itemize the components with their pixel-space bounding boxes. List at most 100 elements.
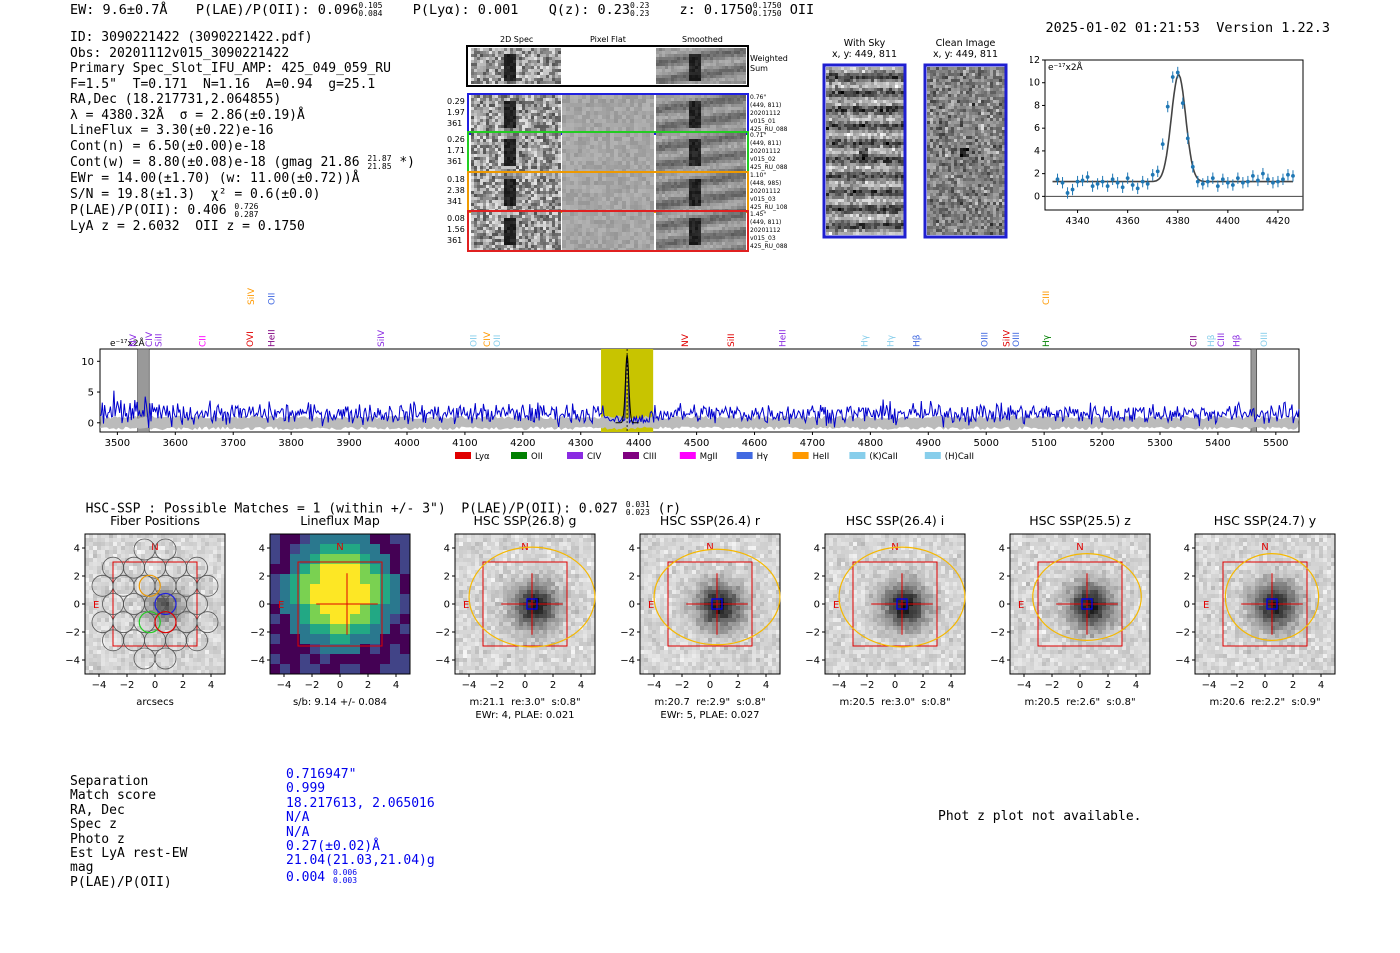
sky-pixel [895, 106, 898, 109]
sky-pixel [886, 118, 889, 121]
cutout-pixel [137, 574, 141, 578]
sky-pixel [838, 73, 841, 76]
sky-pixel [942, 97, 945, 100]
cutout-pixel [117, 598, 121, 602]
sky-pixel [984, 232, 987, 235]
sky-pixel [895, 109, 898, 112]
sky-pixel [868, 100, 871, 103]
flux-pixel [360, 664, 370, 674]
sky-pixel [847, 178, 850, 181]
sky-pixel [960, 67, 963, 70]
cutout-pixel [185, 546, 189, 550]
sky-pixel [850, 85, 853, 88]
cutout-pixel [587, 558, 591, 562]
sky-pixel [829, 151, 832, 154]
sky-pixel [850, 163, 853, 166]
cutout-pixel [133, 650, 137, 654]
cutout-pixel [185, 558, 189, 562]
cutout-pixel [169, 610, 173, 614]
flux-pixel [340, 554, 350, 564]
spec2d-row-left-value: 341 [447, 197, 463, 206]
cutout-pixel [93, 654, 97, 658]
cutout-pixel [161, 554, 165, 558]
sky-pixel [984, 214, 987, 217]
sky-pixel [942, 148, 945, 151]
sky-pixel [826, 70, 829, 73]
sky-pixel [993, 220, 996, 223]
cutout-pixel [137, 614, 141, 618]
cutout-pixel [217, 606, 221, 610]
cutout-pixel [121, 638, 125, 642]
sky-pixel [942, 205, 945, 208]
sky-pixel [996, 148, 999, 151]
sky-pixel [948, 193, 951, 196]
cutout-pixel [189, 550, 193, 554]
sky-pixel [960, 73, 963, 76]
sky-pixel [972, 148, 975, 151]
cutout-pixel [141, 546, 145, 550]
sky-pixel [871, 217, 874, 220]
sky-pixel [984, 94, 987, 97]
sky-pixel [838, 202, 841, 205]
sky-pixel [856, 82, 859, 85]
sky-pixel [841, 67, 844, 70]
cutout-pixel [113, 606, 117, 610]
line-mark-label: OIII [980, 332, 990, 347]
sky-pixel [948, 175, 951, 178]
sky-pixel [942, 217, 945, 220]
cutout-pixel [121, 670, 125, 674]
cutout-pixel [145, 538, 149, 542]
sky-pixel [969, 88, 972, 91]
sky-pixel [835, 88, 838, 91]
cutout-pixel [85, 622, 89, 626]
cutout-pixel [575, 554, 579, 558]
sky-pixel [841, 232, 844, 235]
sky-pixel [886, 136, 889, 139]
flux-pixel [310, 574, 320, 584]
sky-pixel [826, 184, 829, 187]
sky-pixel [942, 160, 945, 163]
sky-pixel [978, 199, 981, 202]
cutout-pixel [547, 534, 551, 538]
flux-pixel [310, 664, 320, 674]
sky-pixel [829, 115, 832, 118]
sky-pixel [868, 139, 871, 142]
cutout-pixel [201, 542, 205, 546]
cutout-title: Lineflux Map [300, 513, 380, 528]
sky-pixel [972, 76, 975, 79]
sky-pixel [886, 163, 889, 166]
sky-pixel [901, 70, 904, 73]
sky-pixel [868, 229, 871, 232]
flux-pixel [340, 604, 350, 614]
cutout-pixel [149, 602, 153, 606]
sky-pixel [927, 199, 930, 202]
sky-pixel [990, 193, 993, 196]
sky-pixel [871, 160, 874, 163]
sky-pixel [987, 166, 990, 169]
sky-pixel [862, 199, 865, 202]
cutout-pixel [161, 638, 165, 642]
sky-pixel [969, 103, 972, 106]
sky-pixel [933, 130, 936, 133]
cutout-pixel [161, 590, 165, 594]
sky-pixel [945, 127, 948, 130]
sky-pixel [933, 115, 936, 118]
sky-pixel [838, 193, 841, 196]
sky-pixel [963, 127, 966, 130]
sky-pixel [972, 202, 975, 205]
sky-pixel [936, 223, 939, 226]
cutout-pixel [117, 566, 121, 570]
flux-pixel [360, 594, 370, 604]
sky-pixel [874, 151, 877, 154]
sky-pixel [963, 97, 966, 100]
cutout-pixel [101, 546, 105, 550]
cutout-pixel [471, 550, 475, 554]
sky-pixel [853, 121, 856, 124]
sky-pixel [847, 91, 850, 94]
sky-pixel [969, 118, 972, 121]
sky-pixel [993, 232, 996, 235]
sky-pixel [853, 211, 856, 214]
sky-pixel [942, 73, 945, 76]
flux-pixel [290, 584, 300, 594]
sky-pixel [966, 127, 969, 130]
